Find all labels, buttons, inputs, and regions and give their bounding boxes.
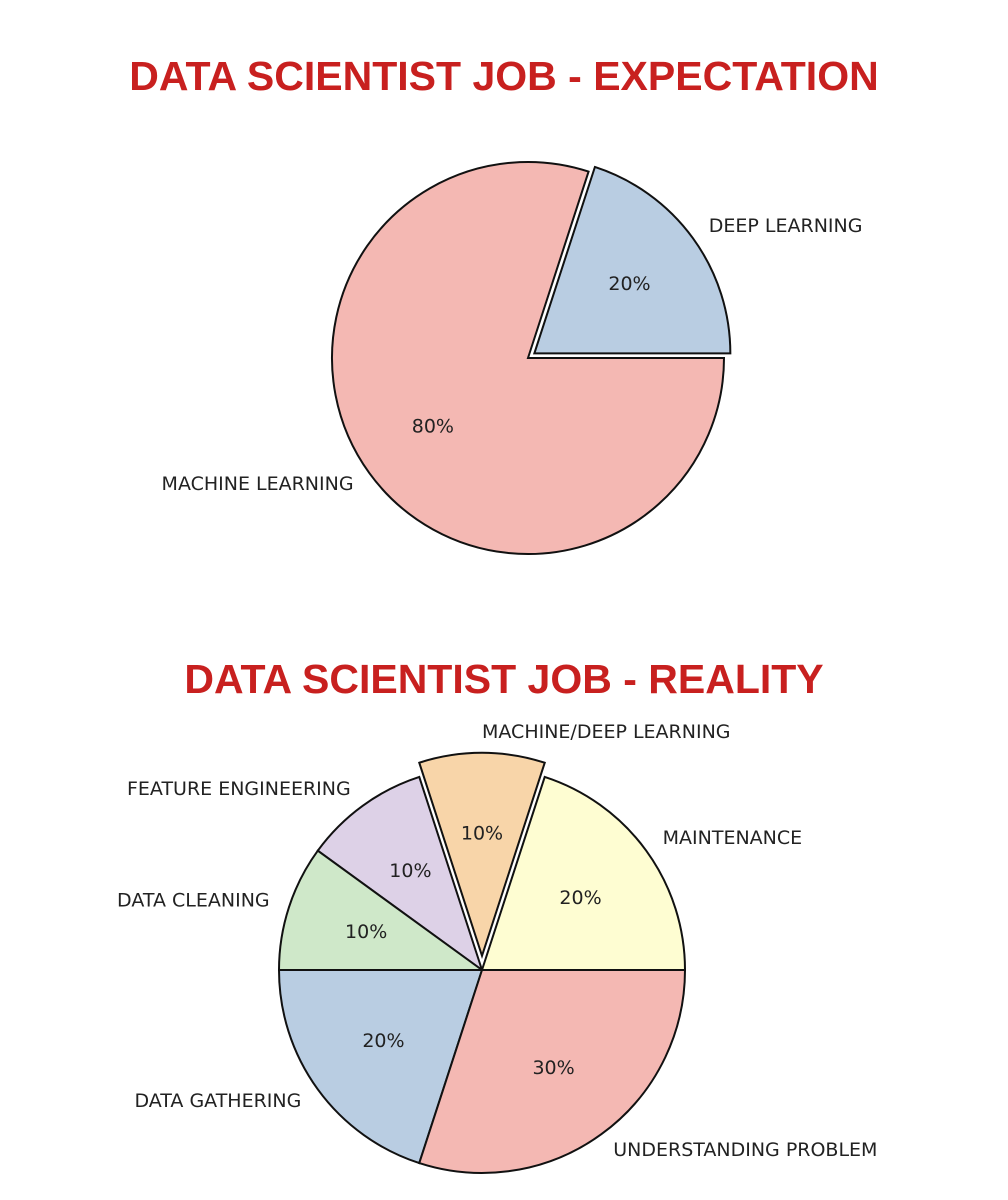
pie-slice xyxy=(331,161,726,555)
pie-slice xyxy=(480,775,687,971)
pie-slice xyxy=(418,969,687,1174)
pie-slice xyxy=(277,849,486,971)
slice-label: MACHINE LEARNING xyxy=(162,473,354,495)
value-label: 20% xyxy=(362,1030,404,1052)
slice-label: MACHINE/DEEP LEARNING xyxy=(482,721,731,743)
pie-slice xyxy=(277,969,484,1165)
value-label: 20% xyxy=(559,887,601,909)
chart-title: DATA SCIENTIST JOB - EXPECTATION xyxy=(129,53,878,99)
value-label: 80% xyxy=(412,416,454,438)
chart-title: DATA SCIENTIST JOB - REALITY xyxy=(184,656,823,702)
value-label: 10% xyxy=(345,921,387,943)
slice-label: DATA GATHERING xyxy=(134,1090,301,1112)
value-label: 30% xyxy=(532,1057,574,1079)
slice-label: UNDERSTANDING PROBLEM xyxy=(613,1139,877,1161)
pie-slice xyxy=(418,751,546,960)
pie-slice xyxy=(316,775,484,973)
value-label: 10% xyxy=(461,822,503,844)
slice-label: FEATURE ENGINEERING xyxy=(127,778,351,800)
pie-slice xyxy=(532,165,732,355)
value-label: 20% xyxy=(608,273,650,295)
slice-label: DEEP LEARNING xyxy=(709,215,863,237)
slice-label: DATA CLEANING xyxy=(117,889,270,911)
slice-label: MAINTENANCE xyxy=(663,827,803,849)
value-label: 10% xyxy=(389,860,431,882)
